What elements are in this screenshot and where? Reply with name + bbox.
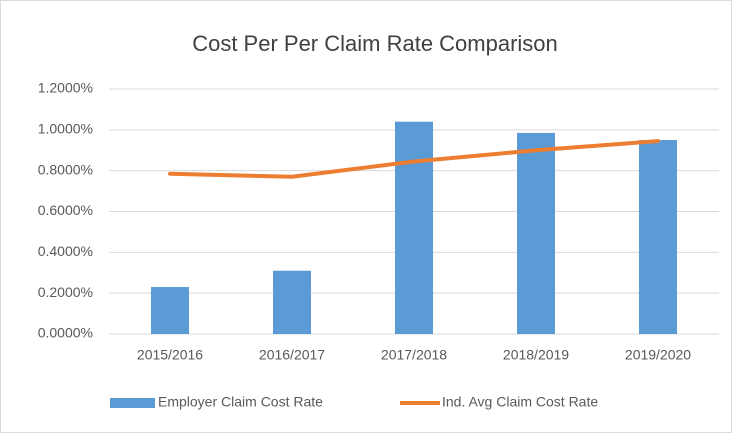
y-tick-label: 1.2000% — [38, 80, 93, 96]
y-tick-label: 0.8000% — [38, 161, 93, 177]
y-tick-label: 0.0000% — [38, 325, 93, 341]
x-tick-label: 2017/2018 — [381, 347, 447, 363]
y-tick-label: 1.0000% — [38, 121, 93, 137]
x-tick-label: 2016/2017 — [259, 347, 325, 363]
bar — [151, 287, 189, 334]
chart-title: Cost Per Per Claim Rate Comparison — [192, 31, 558, 56]
bar — [273, 270, 311, 334]
x-tick-label: 2019/2020 — [625, 347, 691, 363]
line — [168, 139, 660, 179]
y-tick-label: 0.6000% — [38, 202, 93, 218]
legend-label: Employer Claim Cost Rate — [158, 394, 323, 410]
x-tick-label: 2018/2019 — [503, 347, 569, 363]
legend-label: Ind. Avg Claim Cost Rate — [442, 394, 598, 410]
legend-swatch — [110, 398, 155, 408]
y-tick-label: 0.2000% — [38, 284, 93, 300]
bar — [639, 140, 677, 334]
bar — [517, 132, 555, 334]
x-tick-label: 2015/2016 — [137, 347, 203, 363]
bar — [395, 121, 433, 335]
y-tick-label: 0.4000% — [38, 243, 93, 259]
